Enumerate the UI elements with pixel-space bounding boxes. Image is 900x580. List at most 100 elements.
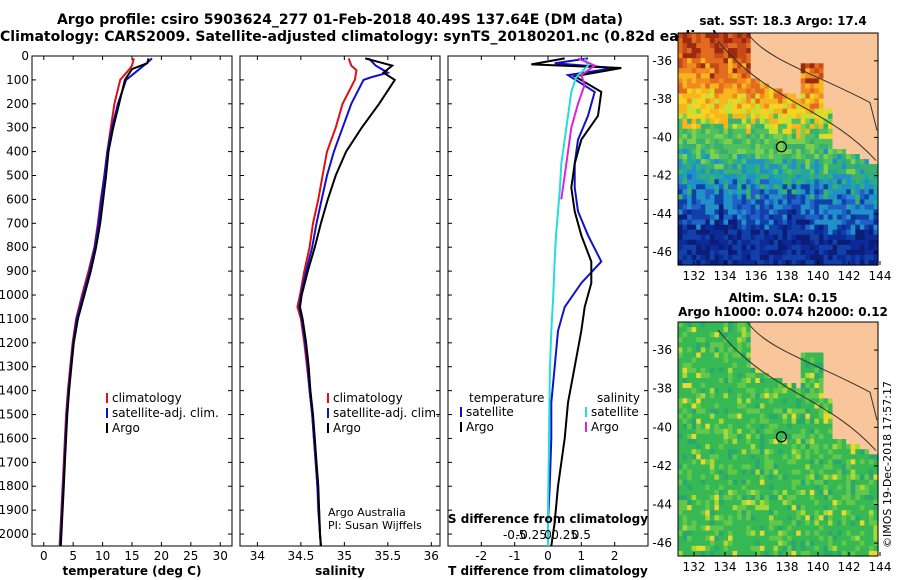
x-tick-label: 20 <box>154 549 169 563</box>
lon-tick-label: 142 <box>838 269 861 283</box>
plot-frame-2 <box>239 55 441 547</box>
x-tick-label: 0 <box>544 549 552 563</box>
coastline <box>747 33 878 131</box>
series-line-temperature-argo <box>531 57 622 547</box>
y-tick-label: 1000 <box>0 288 29 302</box>
legend-entry: satellite <box>591 405 639 419</box>
plot-frame-1 <box>31 55 233 547</box>
legend-entry: satellite-adj. clim. <box>333 406 440 420</box>
y-tick-label: 1800 <box>0 479 29 493</box>
series-line-salinity-satellite <box>547 57 590 546</box>
sla-map-title-line1: Altim. SLA: 0.15 <box>728 291 838 305</box>
x-tick-label: 25 <box>183 549 198 563</box>
series-line-climatology <box>58 58 135 547</box>
float-location-marker <box>775 141 788 153</box>
y-tick-label: 0 <box>21 49 29 63</box>
sst-map-title: sat. SST: 18.3 Argo: 17.4 <box>699 14 867 28</box>
y-tick-label: 2000 <box>0 527 29 541</box>
lon-tick-label: 136 <box>745 269 768 283</box>
lat-tick-label: -46 <box>652 536 672 550</box>
sla-map-title-line2: Argo h1000: 0.074 h2000: 0.12 <box>678 305 888 319</box>
y-tick-label: 700 <box>6 216 29 230</box>
salinity-diff-tick-label: -0.5 <box>503 528 526 542</box>
legend-entry: Argo <box>112 421 140 435</box>
y-tick-label: 1500 <box>0 408 29 422</box>
x-tick-label: 15 <box>124 549 139 563</box>
lat-tick-label: -42 <box>652 459 672 473</box>
y-tick-label: 900 <box>6 264 29 278</box>
x-axis-label: temperature (deg C) <box>63 564 202 578</box>
salinity-diff-axis-title: S difference from climatology <box>448 512 648 526</box>
lon-tick-label: 132 <box>683 269 706 283</box>
lon-tick-label: 136 <box>745 560 768 574</box>
legend-heading-salinity: salinity <box>597 391 640 405</box>
x-tick-label: 35 <box>337 549 352 563</box>
salinity-diff-tick-label: 0 <box>544 528 552 542</box>
lon-tick-label: 132 <box>683 560 706 574</box>
legend-entry: satellite <box>466 405 514 419</box>
x-tick-label: 36 <box>424 549 439 563</box>
plot-title-line1: Argo profile: csiro 5903624_277 01-Feb-2… <box>56 12 624 28</box>
salinity-diff-tick-label: 0.25 <box>551 528 578 542</box>
y-tick-label: 1400 <box>0 384 29 398</box>
x-tick-label: 34.5 <box>288 549 315 563</box>
lat-tick-label: -42 <box>652 169 672 183</box>
lat-tick-label: -44 <box>652 207 672 221</box>
legend-entry: Argo <box>591 420 619 434</box>
lat-tick-label: -44 <box>652 498 672 512</box>
sla-map-frame <box>677 321 879 557</box>
series-line-temperature-satellite <box>547 57 615 546</box>
x-tick-label: 5 <box>69 549 77 563</box>
legend-entry: climatology <box>112 391 182 405</box>
x-tick-label: 34 <box>250 549 265 563</box>
sla-map <box>677 321 881 557</box>
bathymetry-contour <box>717 329 877 452</box>
x-axis-label: salinity <box>315 564 365 578</box>
credit-line1: Argo Australia <box>328 506 406 519</box>
lon-tick-label: 144 <box>869 269 892 283</box>
credit-line2: PI: Susan Wijffels <box>328 519 422 532</box>
x-tick-label: 1 <box>578 549 586 563</box>
lat-tick-label: -36 <box>652 54 672 68</box>
series-line-argo <box>298 57 397 547</box>
salinity-diff-tick-label: 0.5 <box>572 528 591 542</box>
lat-tick-label: -46 <box>652 245 672 259</box>
series-line-climatology <box>296 58 358 547</box>
x-tick-label: -2 <box>475 549 487 563</box>
lon-tick-label: 134 <box>714 269 737 283</box>
lon-tick-label: 140 <box>807 269 830 283</box>
lon-tick-label: 140 <box>807 560 830 574</box>
lon-tick-label: 142 <box>838 560 861 574</box>
y-tick-label: 800 <box>6 240 29 254</box>
series-line-satellite-adj-clim- <box>298 57 391 547</box>
lat-tick-label: -40 <box>652 130 672 144</box>
x-tick-label: -1 <box>509 549 521 563</box>
legend-heading-temperature: temperature <box>469 391 544 405</box>
series-line-satellite-adj-clim- <box>59 57 153 547</box>
legend-entry: climatology <box>333 391 403 405</box>
legend-entry: Argo <box>466 420 494 434</box>
x-tick-label: 30 <box>213 549 228 563</box>
x-tick-label: 0 <box>40 549 48 563</box>
lat-tick-label: -38 <box>652 92 672 106</box>
lon-tick-label: 134 <box>714 560 737 574</box>
y-tick-label: 1300 <box>0 360 29 374</box>
y-tick-label: 1700 <box>0 455 29 469</box>
coastline <box>747 322 878 421</box>
timestamp-stamp: ©IMOS 19-Dec-2018 17:57:17 <box>881 381 894 548</box>
float-location-marker <box>775 431 788 443</box>
y-tick-label: 200 <box>6 97 29 111</box>
sst-map-frame <box>677 32 879 266</box>
y-tick-label: 1100 <box>0 312 29 326</box>
lon-tick-label: 144 <box>869 560 892 574</box>
x-axis-label: T difference from climatology <box>448 564 648 578</box>
x-tick-label: 10 <box>95 549 110 563</box>
y-tick-label: 1900 <box>0 503 29 517</box>
y-tick-label: 1600 <box>0 431 29 445</box>
y-tick-label: 400 <box>6 145 29 159</box>
legend-entry: Argo <box>333 421 361 435</box>
x-tick-label: 2 <box>611 549 619 563</box>
bathymetry-contour <box>717 40 877 161</box>
lat-tick-label: -40 <box>652 420 672 434</box>
